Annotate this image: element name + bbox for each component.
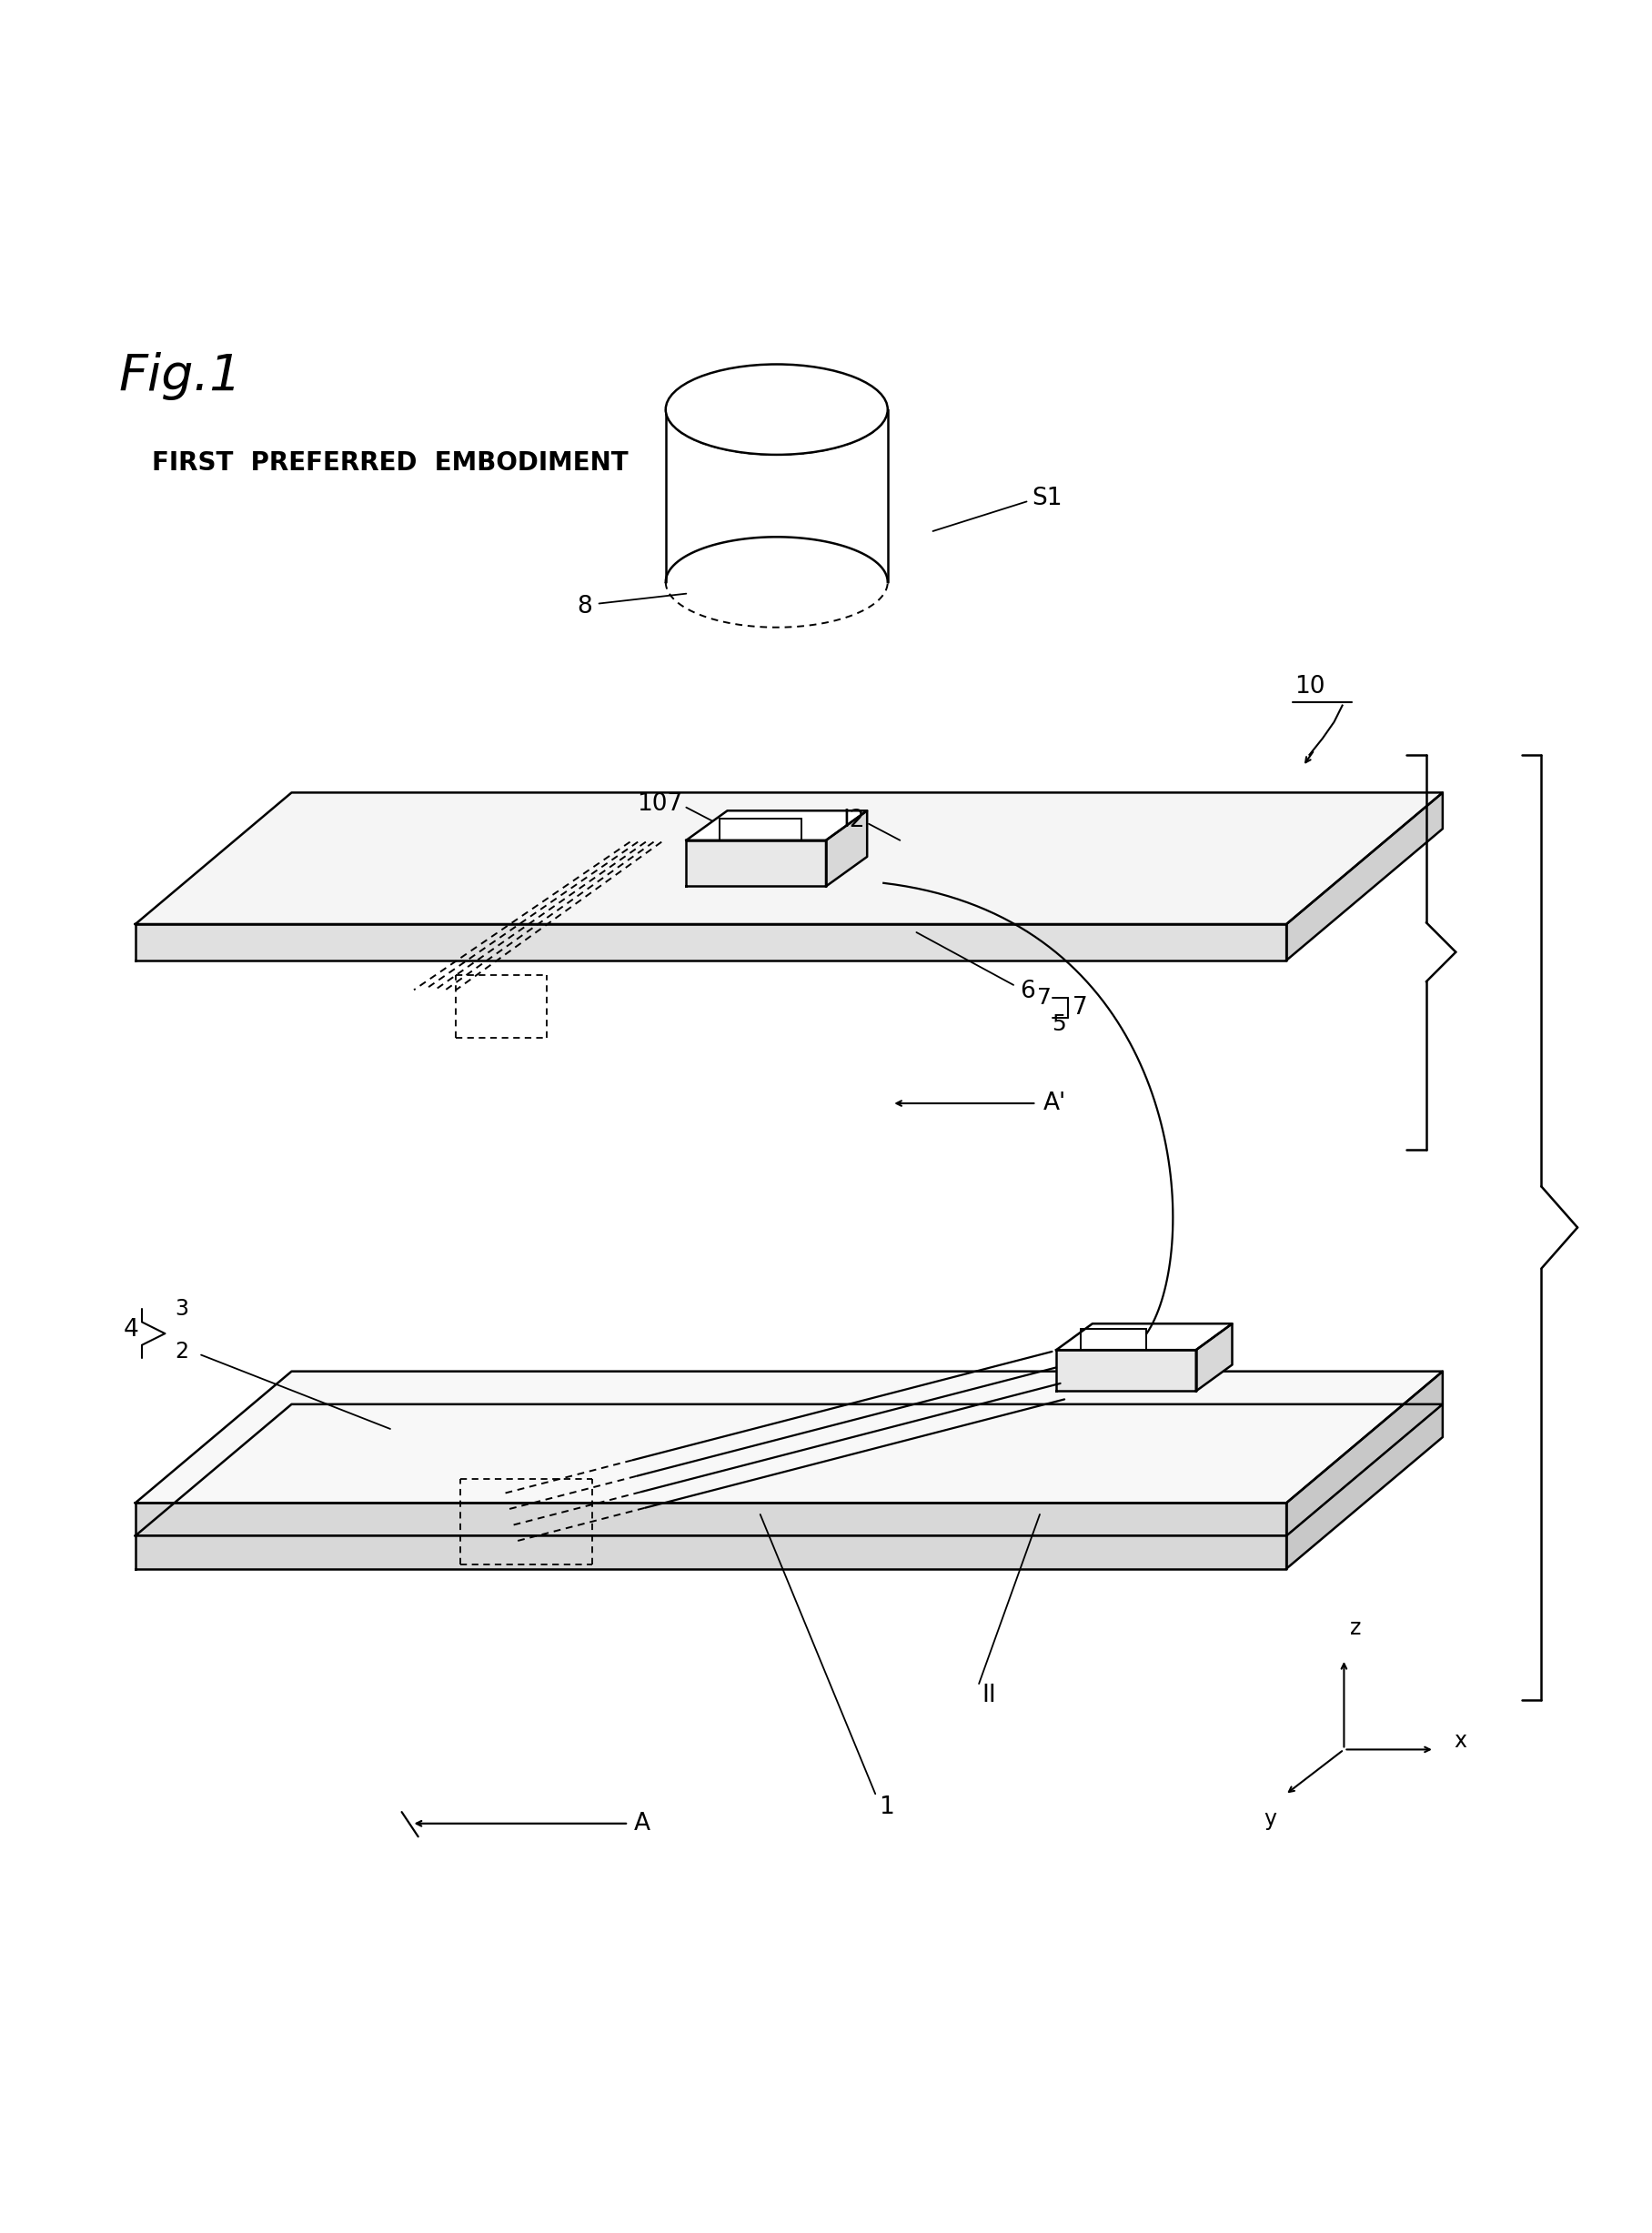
Text: x: x [1454,1731,1467,1753]
Text: I2: I2 [843,808,866,833]
Polygon shape [135,1371,1442,1503]
Text: 7: 7 [1037,987,1051,1009]
Text: A: A [634,1811,649,1836]
Polygon shape [135,1503,1287,1568]
Polygon shape [135,1405,1442,1536]
Text: 5: 5 [1051,1014,1066,1036]
Polygon shape [826,811,867,887]
Polygon shape [1056,1351,1196,1391]
Text: 7: 7 [1072,996,1089,1020]
Text: 8: 8 [577,594,593,619]
Text: 4: 4 [124,1317,139,1342]
Polygon shape [1287,793,1442,960]
Polygon shape [135,793,1442,924]
Text: S1: S1 [1031,487,1062,509]
Text: 10: 10 [1295,674,1325,699]
Text: y: y [1264,1809,1277,1831]
Text: z: z [1350,1617,1361,1639]
Polygon shape [1287,1371,1442,1568]
Text: Fig.1: Fig.1 [119,353,243,400]
Polygon shape [686,811,867,840]
Polygon shape [1056,1324,1232,1351]
Ellipse shape [666,364,887,456]
Text: FIRST  PREFERRED  EMBODIMENT: FIRST PREFERRED EMBODIMENT [152,451,628,476]
Polygon shape [135,924,1287,960]
Polygon shape [686,840,826,887]
Text: A': A' [1042,1092,1066,1114]
Text: 107: 107 [638,793,682,815]
Text: 3: 3 [175,1297,188,1320]
Text: 6: 6 [1019,980,1036,1003]
Text: 2: 2 [175,1340,188,1362]
Text: 1: 1 [879,1795,894,1820]
Text: II: II [983,1684,996,1706]
Polygon shape [1196,1324,1232,1391]
